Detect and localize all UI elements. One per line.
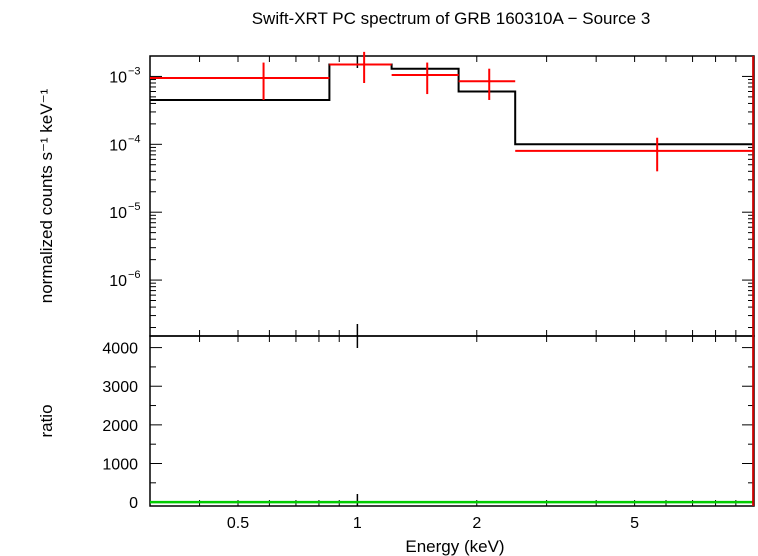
data-point (150, 62, 330, 100)
ratio-lines (150, 56, 755, 506)
spectrum-panel-frame (149, 55, 755, 337)
ratio-panel-frame (149, 335, 755, 507)
spectrum-y-label: normalized counts s⁻¹ keV⁻¹ (37, 88, 56, 303)
y-tick-label: 10 (109, 205, 127, 222)
ratio-y-label: ratio (37, 404, 56, 437)
ratio-y-tick-label: 3000 (102, 379, 138, 396)
ratio-y-ticks: 0 1000 2000 3000 4000 (102, 341, 754, 512)
y-tick-label-exponent: −6 (128, 269, 141, 281)
x-tick-label: 5 (630, 515, 639, 532)
spectrum-panel: 10−610−510−410−3 normalized counts s⁻¹ k… (37, 51, 755, 337)
y-tick-label: 10 (109, 69, 127, 86)
ratio-panel: 0 1000 2000 3000 4000 0.5 1 2 5 ratio (37, 56, 755, 532)
y-tick-label: 10 (109, 137, 127, 154)
x-tick-label: 0.5 (227, 515, 249, 532)
data-point (329, 51, 392, 84)
spectrum-x-ticks (149, 56, 737, 336)
y-tick-label-exponent: −5 (128, 201, 141, 213)
ratio-y-tick-label: 0 (129, 495, 138, 512)
chart-title: Swift-XRT PC spectrum of GRB 160310A − S… (252, 9, 651, 28)
x-tick-label: 2 (472, 515, 481, 532)
ratio-y-tick-label: 4000 (102, 341, 138, 358)
ratio-y-tick-label: 1000 (102, 457, 138, 474)
data-point (391, 62, 459, 95)
spectrum-y-ticks: 10−610−510−410−3 (109, 55, 754, 329)
y-tick-label: 10 (109, 273, 127, 290)
data-point (458, 68, 516, 100)
model-step-line (150, 63, 754, 146)
y-tick-label-exponent: −3 (128, 65, 141, 77)
model-step (150, 63, 754, 146)
data-points (150, 51, 754, 172)
x-tick-label: 1 (353, 515, 362, 532)
y-tick-label-exponent: −4 (128, 133, 141, 145)
data-point (515, 137, 754, 172)
x-axis-label: Energy (keV) (405, 537, 504, 556)
ratio-y-tick-label: 2000 (102, 418, 138, 435)
